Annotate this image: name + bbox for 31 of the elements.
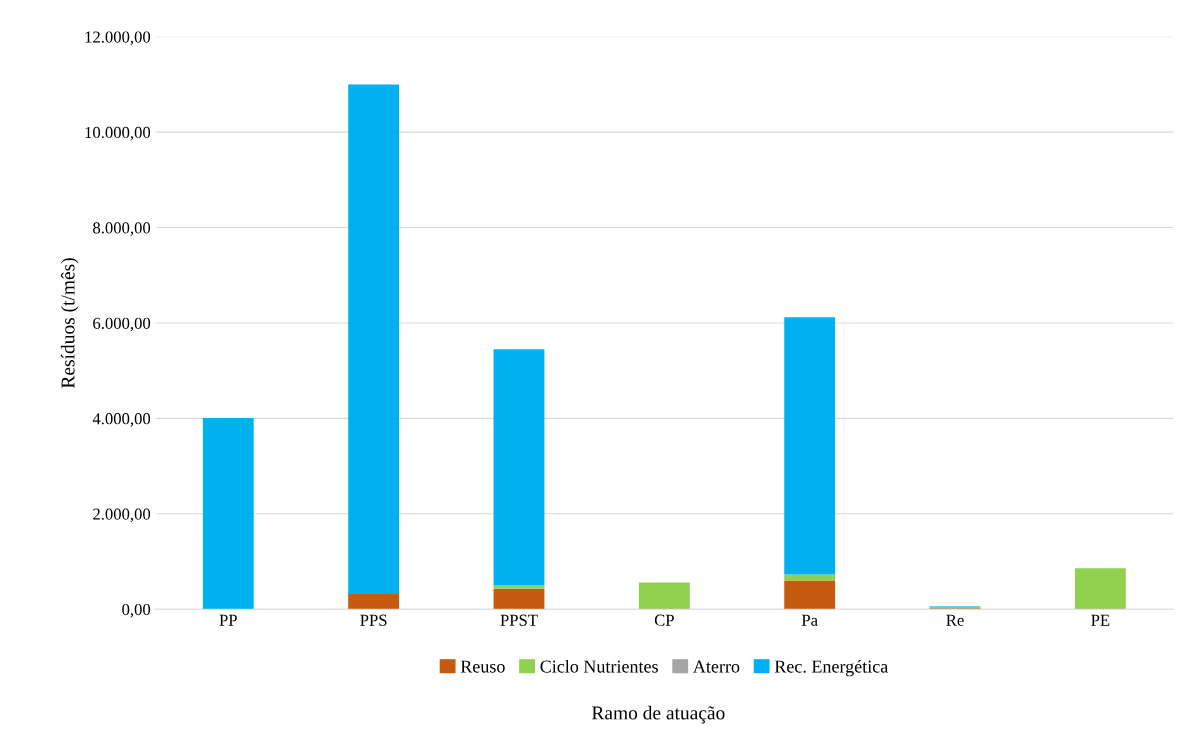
bar: [784, 580, 836, 610]
x-tick-label: PP: [219, 614, 237, 626]
bar: [493, 584, 545, 589]
bar: [348, 84, 400, 594]
x-tick-label: PPS: [360, 614, 387, 626]
legend-label: Ciclo Nutrientes: [540, 659, 658, 673]
y-tick-label: 12.000,00: [85, 31, 151, 46]
bar: [493, 588, 545, 610]
y-tick-label: 2.000,00: [93, 508, 151, 523]
x-tick-label: Re: [946, 614, 964, 626]
legend-label: Rec. Energética: [774, 659, 889, 677]
x-tick-label: CP: [654, 614, 674, 626]
x-tick-label: Pa: [801, 614, 818, 626]
bar: [202, 417, 254, 610]
y-tick-label: 8.000,00: [93, 222, 151, 236]
bar: [784, 317, 836, 575]
y-tick-label: 4.000,00: [92, 413, 151, 427]
bar: [493, 349, 545, 585]
y-axis-title: Resíduos (t/mês): [60, 258, 79, 389]
legend-label: Aterro: [693, 660, 740, 673]
x-axis-title: Ramo de atuação: [591, 705, 725, 724]
bar: [348, 593, 400, 610]
bar: [638, 582, 690, 610]
bar: [784, 574, 836, 581]
y-tick-label: 6.000,00: [93, 317, 151, 332]
x-tick-label: PE: [1091, 614, 1110, 626]
legend-label: Reuso: [460, 660, 505, 673]
bar: [1074, 568, 1126, 610]
y-tick-label: 10.000,00: [85, 126, 151, 141]
y-tick-label: 0,00: [122, 603, 151, 618]
x-tick-label: PPST: [500, 614, 538, 626]
